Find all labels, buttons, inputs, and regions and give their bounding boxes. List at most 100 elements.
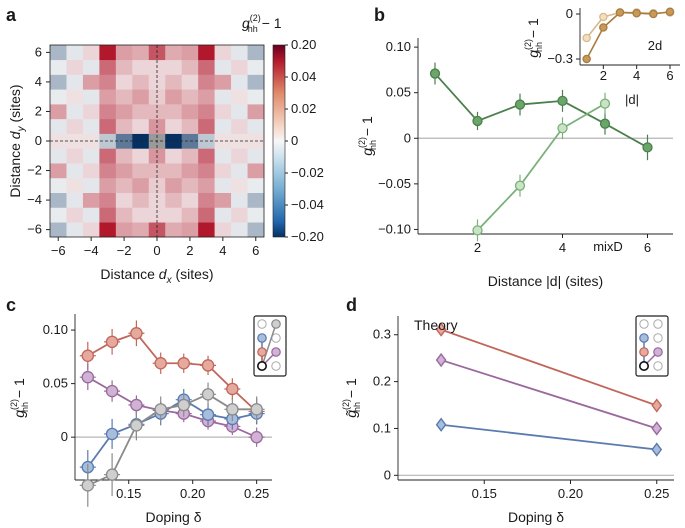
data-point	[201, 388, 215, 401]
data-point	[615, 8, 625, 17]
data-point	[599, 12, 608, 22]
data-point	[557, 95, 568, 107]
heatmap-cell	[198, 163, 215, 179]
y-tick-label: 0	[566, 6, 573, 21]
heatmap-cell	[148, 222, 166, 238]
data-point	[250, 430, 263, 444]
data-point	[472, 115, 483, 127]
heatmap-cell	[214, 163, 232, 179]
heatmap-cell	[50, 45, 67, 61]
y-tick-label: 0.10	[43, 322, 68, 337]
heatmap-cell	[247, 222, 265, 238]
y-tick-label: −0.10	[378, 221, 411, 236]
data-point	[130, 419, 143, 432]
panel-d-chart: 0.15 0.20 0.25 0 0.1 0.2 0.3 g̃(2)hh − 1 Doping …	[341, 315, 674, 525]
heatmap-cell	[99, 45, 117, 61]
heatmap-cell	[165, 148, 182, 164]
heatmap-cell	[231, 74, 248, 90]
heatmap-cell	[66, 177, 84, 193]
x-tick-label: −4	[84, 243, 99, 258]
heatmap-cell	[181, 59, 199, 75]
heatmap-cell	[181, 89, 199, 105]
heatmap-cell	[231, 118, 248, 134]
annotation-2d: 2d	[648, 38, 662, 53]
colorbar-tick-label: 0	[291, 133, 298, 148]
x-tick-label: −6	[51, 243, 66, 258]
heatmap-cell	[115, 45, 133, 61]
heatmap-cell	[247, 74, 265, 90]
heatmap-cell	[50, 163, 67, 179]
heatmap-cell	[132, 89, 150, 105]
data-point	[514, 180, 526, 191]
data-point	[582, 54, 591, 64]
heatmap-cell	[214, 89, 232, 105]
x-tick-label: 2	[600, 68, 607, 83]
heatmap-cell	[132, 207, 150, 223]
y-tick-label: −6	[27, 222, 42, 237]
heatmap-cell	[66, 59, 84, 75]
heatmap-cell	[165, 74, 182, 90]
heatmap-cell	[247, 89, 265, 105]
heatmap-cell	[132, 59, 150, 75]
colorbar-title: g(2) hh − 1	[242, 13, 282, 34]
panel-label-d: d	[346, 295, 357, 315]
data-point	[599, 118, 611, 129]
heatmap-cell	[247, 207, 265, 223]
y-tick-label: 0.05	[386, 85, 411, 100]
data-point	[81, 349, 95, 363]
heatmap-cell	[115, 163, 133, 179]
legend-site-gray	[271, 319, 281, 329]
data-point	[81, 479, 95, 492]
data-point	[105, 427, 119, 441]
panel-label-b: b	[374, 5, 385, 25]
data-point	[651, 398, 663, 413]
data-point	[429, 68, 441, 79]
data-point	[154, 357, 167, 370]
heatmap-cell	[50, 222, 67, 238]
data-point	[105, 468, 119, 481]
data-point	[201, 359, 215, 372]
heatmap-cell	[50, 118, 67, 134]
heatmap-cell	[115, 118, 133, 134]
heatmap-cell	[181, 45, 199, 61]
heatmap-cell	[115, 74, 133, 90]
data-point	[642, 142, 653, 153]
annotation-mixd: mixD	[593, 239, 623, 254]
x-axis-label: Distance dx (sites)	[100, 266, 213, 286]
heatmap-cell	[214, 222, 232, 238]
legend-site-origin	[256, 360, 267, 371]
heatmap-cell	[165, 192, 182, 208]
heatmap-cell	[181, 163, 199, 179]
heatmap-cell	[198, 104, 215, 120]
heatmap-cell	[231, 192, 248, 208]
heatmap-cell	[115, 104, 133, 120]
heatmap-cell	[115, 222, 133, 238]
heatmap-cell	[66, 163, 84, 179]
y-tick-label: −2	[27, 163, 42, 178]
heatmap-cell	[82, 163, 100, 179]
heatmap-cell	[66, 133, 84, 149]
heatmap-cell	[99, 192, 117, 208]
heatmap-cell	[165, 89, 182, 105]
data-point	[226, 403, 239, 416]
data-point	[557, 123, 568, 134]
x-tick-label: 6	[666, 68, 673, 83]
x-tick-label: 4	[219, 243, 226, 258]
x-tick-label: 4	[633, 68, 640, 83]
heatmap-cell	[50, 192, 67, 208]
heatmap-cell	[181, 177, 199, 193]
heatmap-cell	[82, 118, 100, 134]
panel-b-inset-chart: 2 4 6 0 −0.3g(2)hh − 1 |d| 2d	[523, 6, 680, 107]
panel-label-a: a	[6, 5, 17, 25]
data-point	[130, 398, 143, 412]
heatmap-cell	[82, 45, 100, 61]
heatmap-cell	[50, 74, 67, 90]
heatmap-cell	[165, 104, 182, 120]
heatmap-cell	[198, 74, 215, 90]
inset-bg	[578, 8, 680, 68]
legend-site-origin	[638, 360, 649, 371]
heatmap-cell	[165, 163, 182, 179]
heatmap-cell	[66, 104, 84, 120]
heatmap-cell	[132, 118, 150, 134]
y-tick-label: 4	[35, 74, 42, 89]
